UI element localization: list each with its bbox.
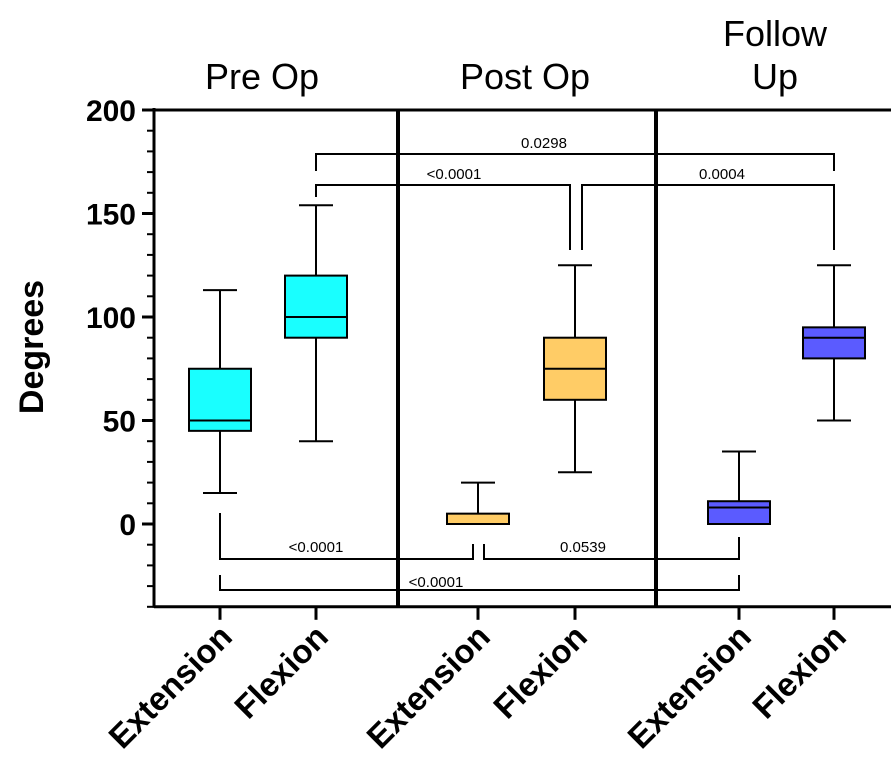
p-value-label: 0.0539 (560, 539, 606, 556)
x-category-label: Extension (620, 618, 758, 756)
y-axis-label: Degrees (13, 280, 51, 414)
y-tick-label: 50 (103, 406, 136, 439)
x-category-label: Flexion (486, 618, 594, 726)
p-value-label: 0.0298 (521, 135, 567, 152)
box-extension (188, 367, 252, 432)
group-label: Post Op (460, 56, 590, 97)
y-tick-label: 100 (86, 302, 136, 335)
significance-bracket (483, 537, 740, 560)
group-label: Follow (723, 13, 828, 54)
y-tick-label: 200 (86, 95, 136, 128)
significance-bracket (581, 184, 835, 250)
p-value-label: <0.0001 (427, 166, 482, 183)
p-value-label: <0.0001 (409, 574, 464, 591)
p-value-label: <0.0001 (289, 539, 344, 556)
significance-bracket (315, 184, 571, 250)
box-flexion (802, 326, 866, 360)
box-extension (446, 512, 510, 526)
y-tick-label: 150 (86, 199, 136, 232)
y-tick-label: 0 (119, 509, 136, 542)
significance-bracket (219, 513, 474, 560)
box-extension (707, 500, 771, 526)
x-category-label: Flexion (745, 618, 853, 726)
significance-bracket (219, 575, 740, 591)
x-category-label: Flexion (227, 618, 335, 726)
group-label: Pre Op (205, 56, 319, 97)
p-value-label: 0.0004 (699, 166, 745, 183)
significance-bracket (315, 153, 835, 171)
x-category-label: Extension (359, 618, 497, 756)
x-category-label: Extension (101, 618, 239, 756)
group-label: Up (752, 56, 798, 97)
box-flexion (284, 274, 348, 339)
